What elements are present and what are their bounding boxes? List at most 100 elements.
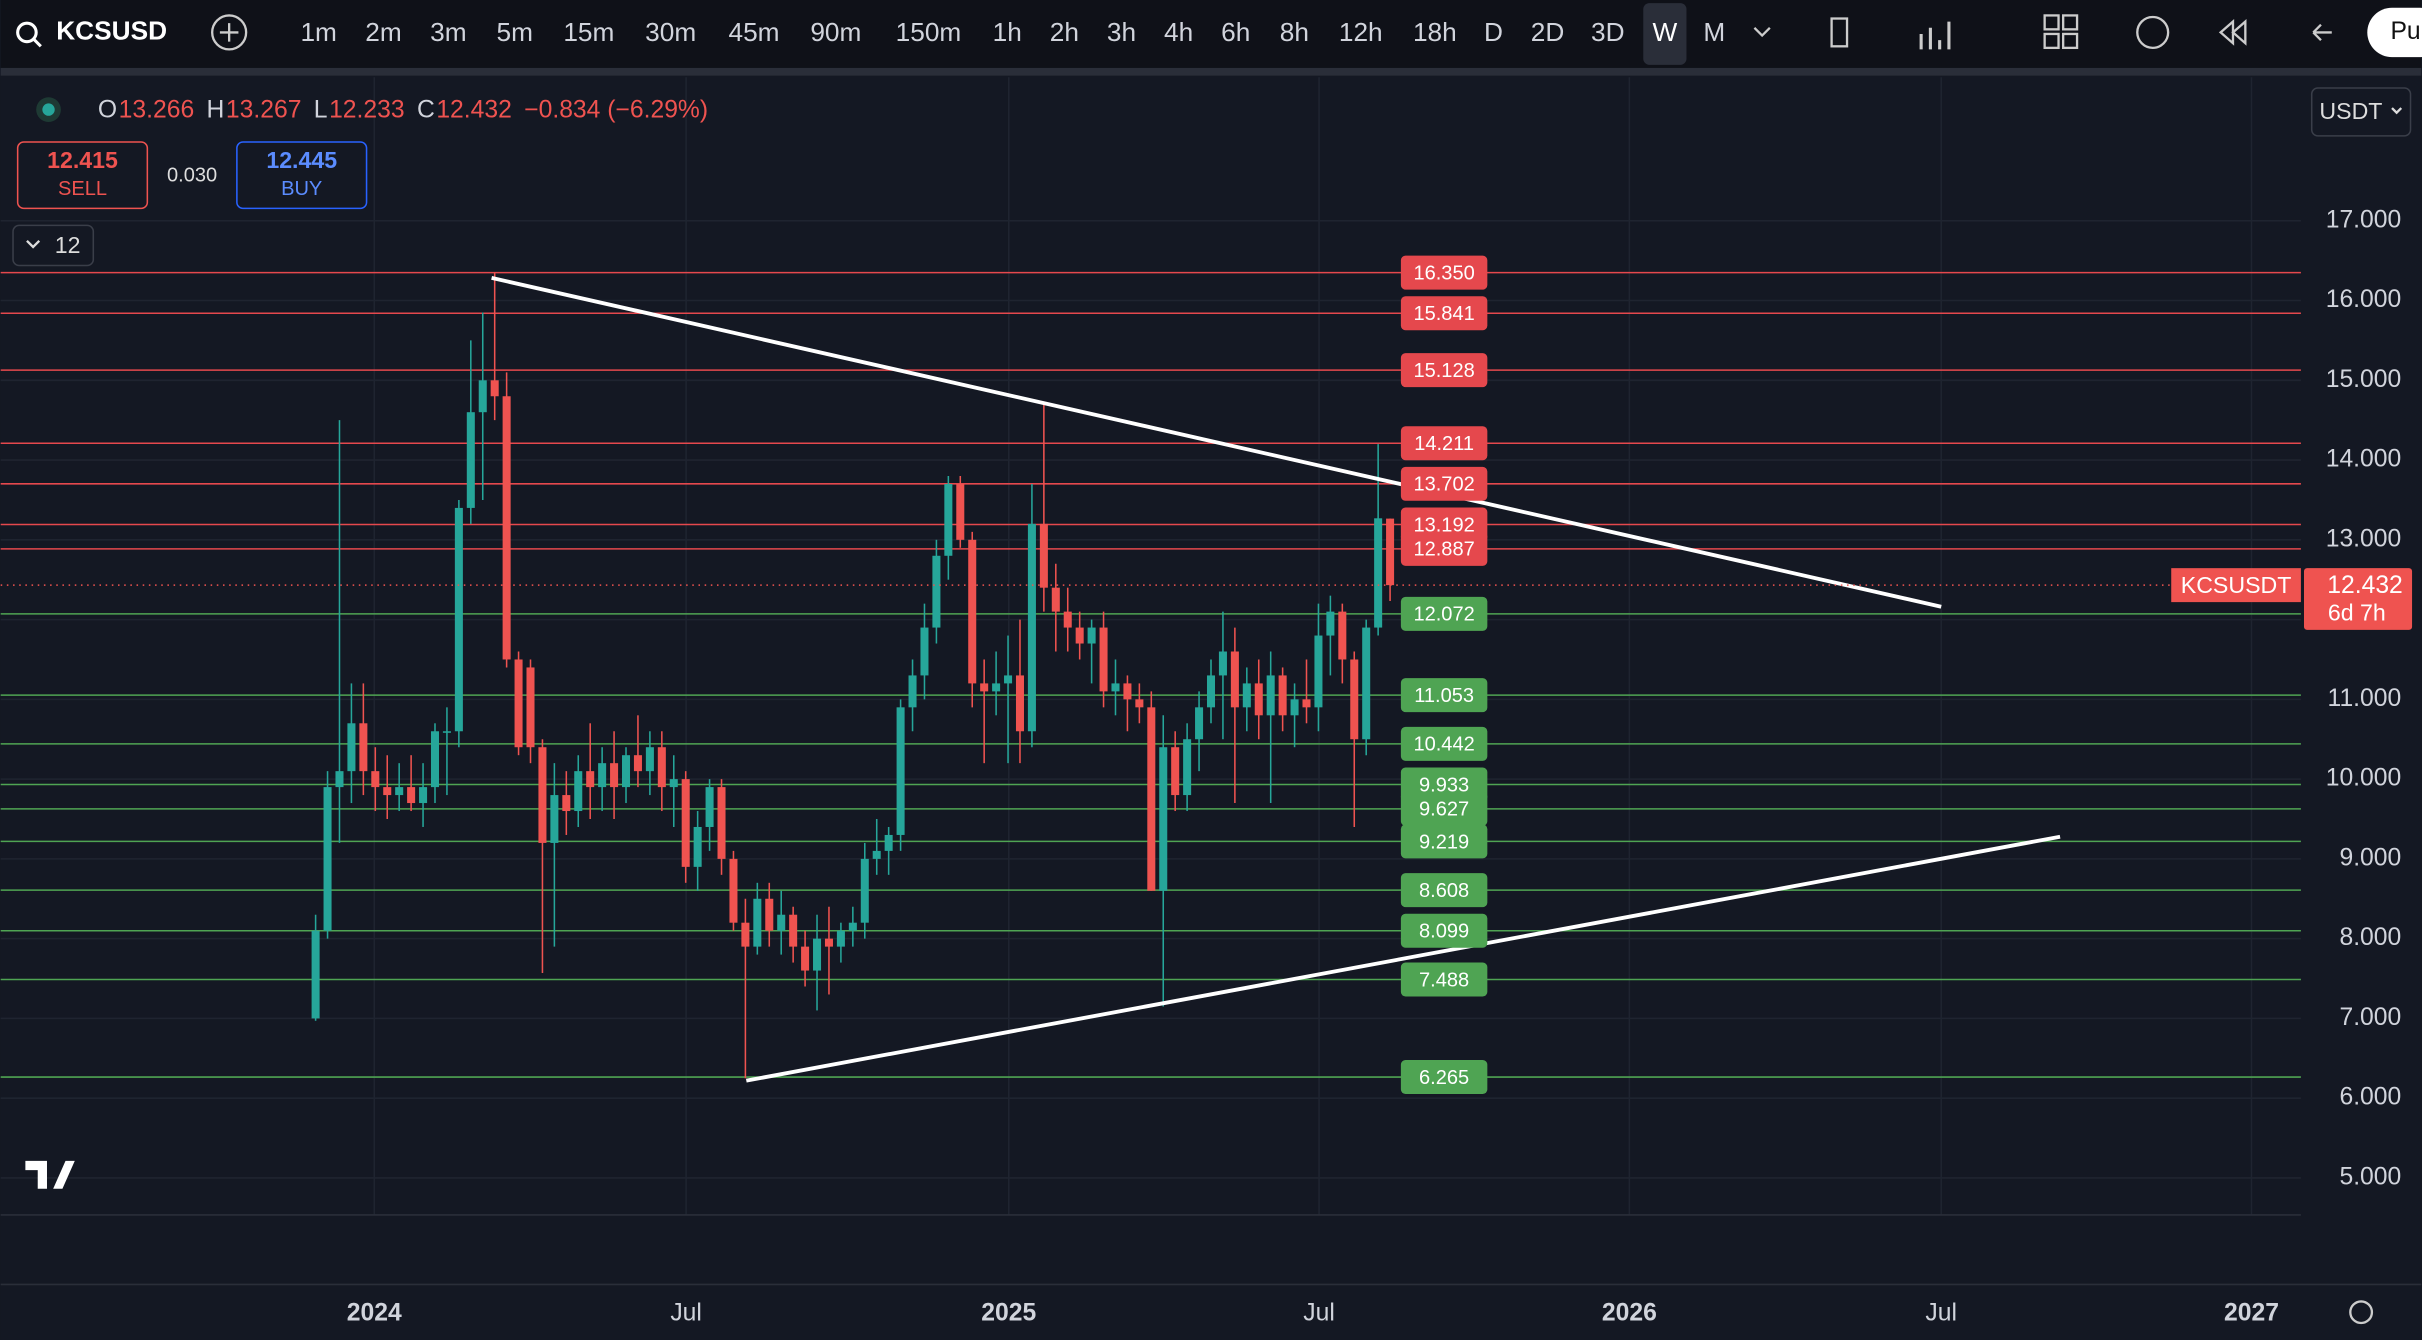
level-label: 11.053: [1414, 685, 1474, 707]
candle-body: [908, 675, 917, 708]
candle-body: [1027, 523, 1036, 732]
candle-body: [419, 787, 428, 804]
replay-icon[interactable]: [2218, 19, 2247, 46]
interval[interactable]: 3m: [430, 17, 466, 47]
candle-body: [478, 380, 487, 413]
level-label: 9.933: [1419, 774, 1469, 796]
interval[interactable]: 2D: [1531, 17, 1565, 47]
interval[interactable]: 12h: [1339, 17, 1383, 47]
interval[interactable]: 2m: [365, 17, 401, 47]
interval[interactable]: 18h: [1413, 17, 1457, 47]
buy-label: BUY: [281, 178, 322, 200]
buy-price: 12.445: [266, 147, 337, 173]
interval[interactable]: 3h: [1107, 17, 1136, 47]
interval[interactable]: 8h: [1280, 17, 1309, 47]
interval[interactable]: 30m: [645, 17, 696, 47]
candle-body: [1004, 675, 1013, 684]
search-icon[interactable]: [16, 21, 38, 44]
candle-body: [395, 787, 404, 796]
candle-body: [1015, 675, 1024, 732]
countdown: 6d 7h: [2328, 600, 2386, 626]
candle-body: [1123, 683, 1132, 700]
interval[interactable]: 45m: [729, 17, 780, 47]
candle-body: [610, 763, 619, 788]
level-label: 14.211: [1414, 433, 1474, 455]
add-symbol[interactable]: [211, 14, 248, 51]
candle-body: [1374, 518, 1383, 628]
level-label-bg: [1400, 255, 1488, 290]
publish-button[interactable]: [2367, 7, 2422, 58]
interval[interactable]: 3D: [1591, 17, 1625, 47]
y-tick-label: 9.000: [2339, 844, 2401, 871]
candle-body: [681, 779, 690, 867]
interval[interactable]: D: [1484, 17, 1503, 47]
candle-body: [633, 755, 642, 772]
candle-body: [860, 858, 869, 923]
indicators-icon[interactable]: [1919, 21, 1951, 50]
chart-type-icon[interactable]: [1830, 17, 1849, 48]
level-label: 13.702: [1413, 474, 1474, 496]
candle-body: [992, 683, 1001, 692]
candle-body: [1087, 627, 1096, 644]
candle-body: [705, 787, 714, 827]
interval[interactable]: 5m: [497, 17, 533, 47]
level-label-bg: [1400, 962, 1488, 997]
interval[interactable]: W: [1652, 17, 1677, 47]
candle-body: [1326, 611, 1335, 636]
interval[interactable]: 6h: [1221, 17, 1250, 47]
candle-body: [371, 771, 380, 788]
level-label-bg: [1400, 678, 1488, 713]
status-dot: [42, 103, 55, 116]
interval[interactable]: 2h: [1050, 17, 1079, 47]
candle-body: [1099, 627, 1108, 692]
level-label: 6.265: [1419, 1067, 1469, 1089]
interval[interactable]: 15m: [563, 17, 614, 47]
candle-body: [1111, 683, 1120, 692]
settings-icon[interactable]: [2349, 1300, 2374, 1325]
symbol[interactable]: KCSUSD: [56, 15, 167, 45]
candle-body: [801, 946, 810, 971]
currency-button[interactable]: [2310, 87, 2412, 137]
candle-body: [1159, 747, 1168, 891]
candle-body: [562, 795, 571, 812]
interval[interactable]: 4h: [1164, 17, 1193, 47]
interval[interactable]: 1h: [993, 17, 1022, 47]
candle-body: [598, 763, 607, 788]
candle-body: [1350, 659, 1359, 740]
trend-line: [491, 275, 1942, 609]
sell-label: SELL: [58, 178, 107, 200]
indicator-count: 12: [55, 232, 81, 258]
candle-body: [383, 787, 392, 796]
interval[interactable]: 90m: [810, 17, 861, 47]
ohlc-key: L: [314, 97, 328, 124]
buy-button[interactable]: [236, 141, 368, 210]
candle-body: [1063, 611, 1072, 628]
interval[interactable]: M: [1703, 17, 1725, 47]
alert-icon[interactable]: [2136, 15, 2170, 50]
sell-button[interactable]: [16, 141, 149, 210]
trend-line: [745, 834, 2061, 1083]
layout-icon[interactable]: [2043, 14, 2060, 31]
y-tick-label: 13.000: [2326, 525, 2402, 552]
candle-body: [980, 683, 989, 692]
publish-text: Pu: [2390, 18, 2420, 45]
interval[interactable]: 150m: [896, 17, 962, 47]
y-tick-label: 5.000: [2339, 1163, 2401, 1190]
interval[interactable]: 1m: [300, 17, 336, 47]
candle-body: [693, 826, 702, 867]
level-label-bg: [1400, 426, 1488, 461]
level-label-bg: [1400, 353, 1488, 388]
x-tick-label: 2027: [2224, 1299, 2279, 1326]
undo-icon[interactable]: [2312, 23, 2332, 41]
interval-dropdown[interactable]: [1753, 26, 1771, 38]
level-label: 13.192: [1413, 514, 1474, 536]
level-label-bg: [1400, 466, 1488, 501]
level-label: 8.099: [1419, 921, 1469, 943]
candle-body: [347, 723, 356, 772]
candle-body: [1051, 587, 1060, 612]
candle-body: [836, 930, 845, 947]
level-label: 9.627: [1419, 799, 1469, 821]
indicator-toggle[interactable]: [12, 224, 95, 267]
level-label: 16.350: [1413, 262, 1474, 284]
ohlc-value: 13.266: [119, 97, 195, 124]
